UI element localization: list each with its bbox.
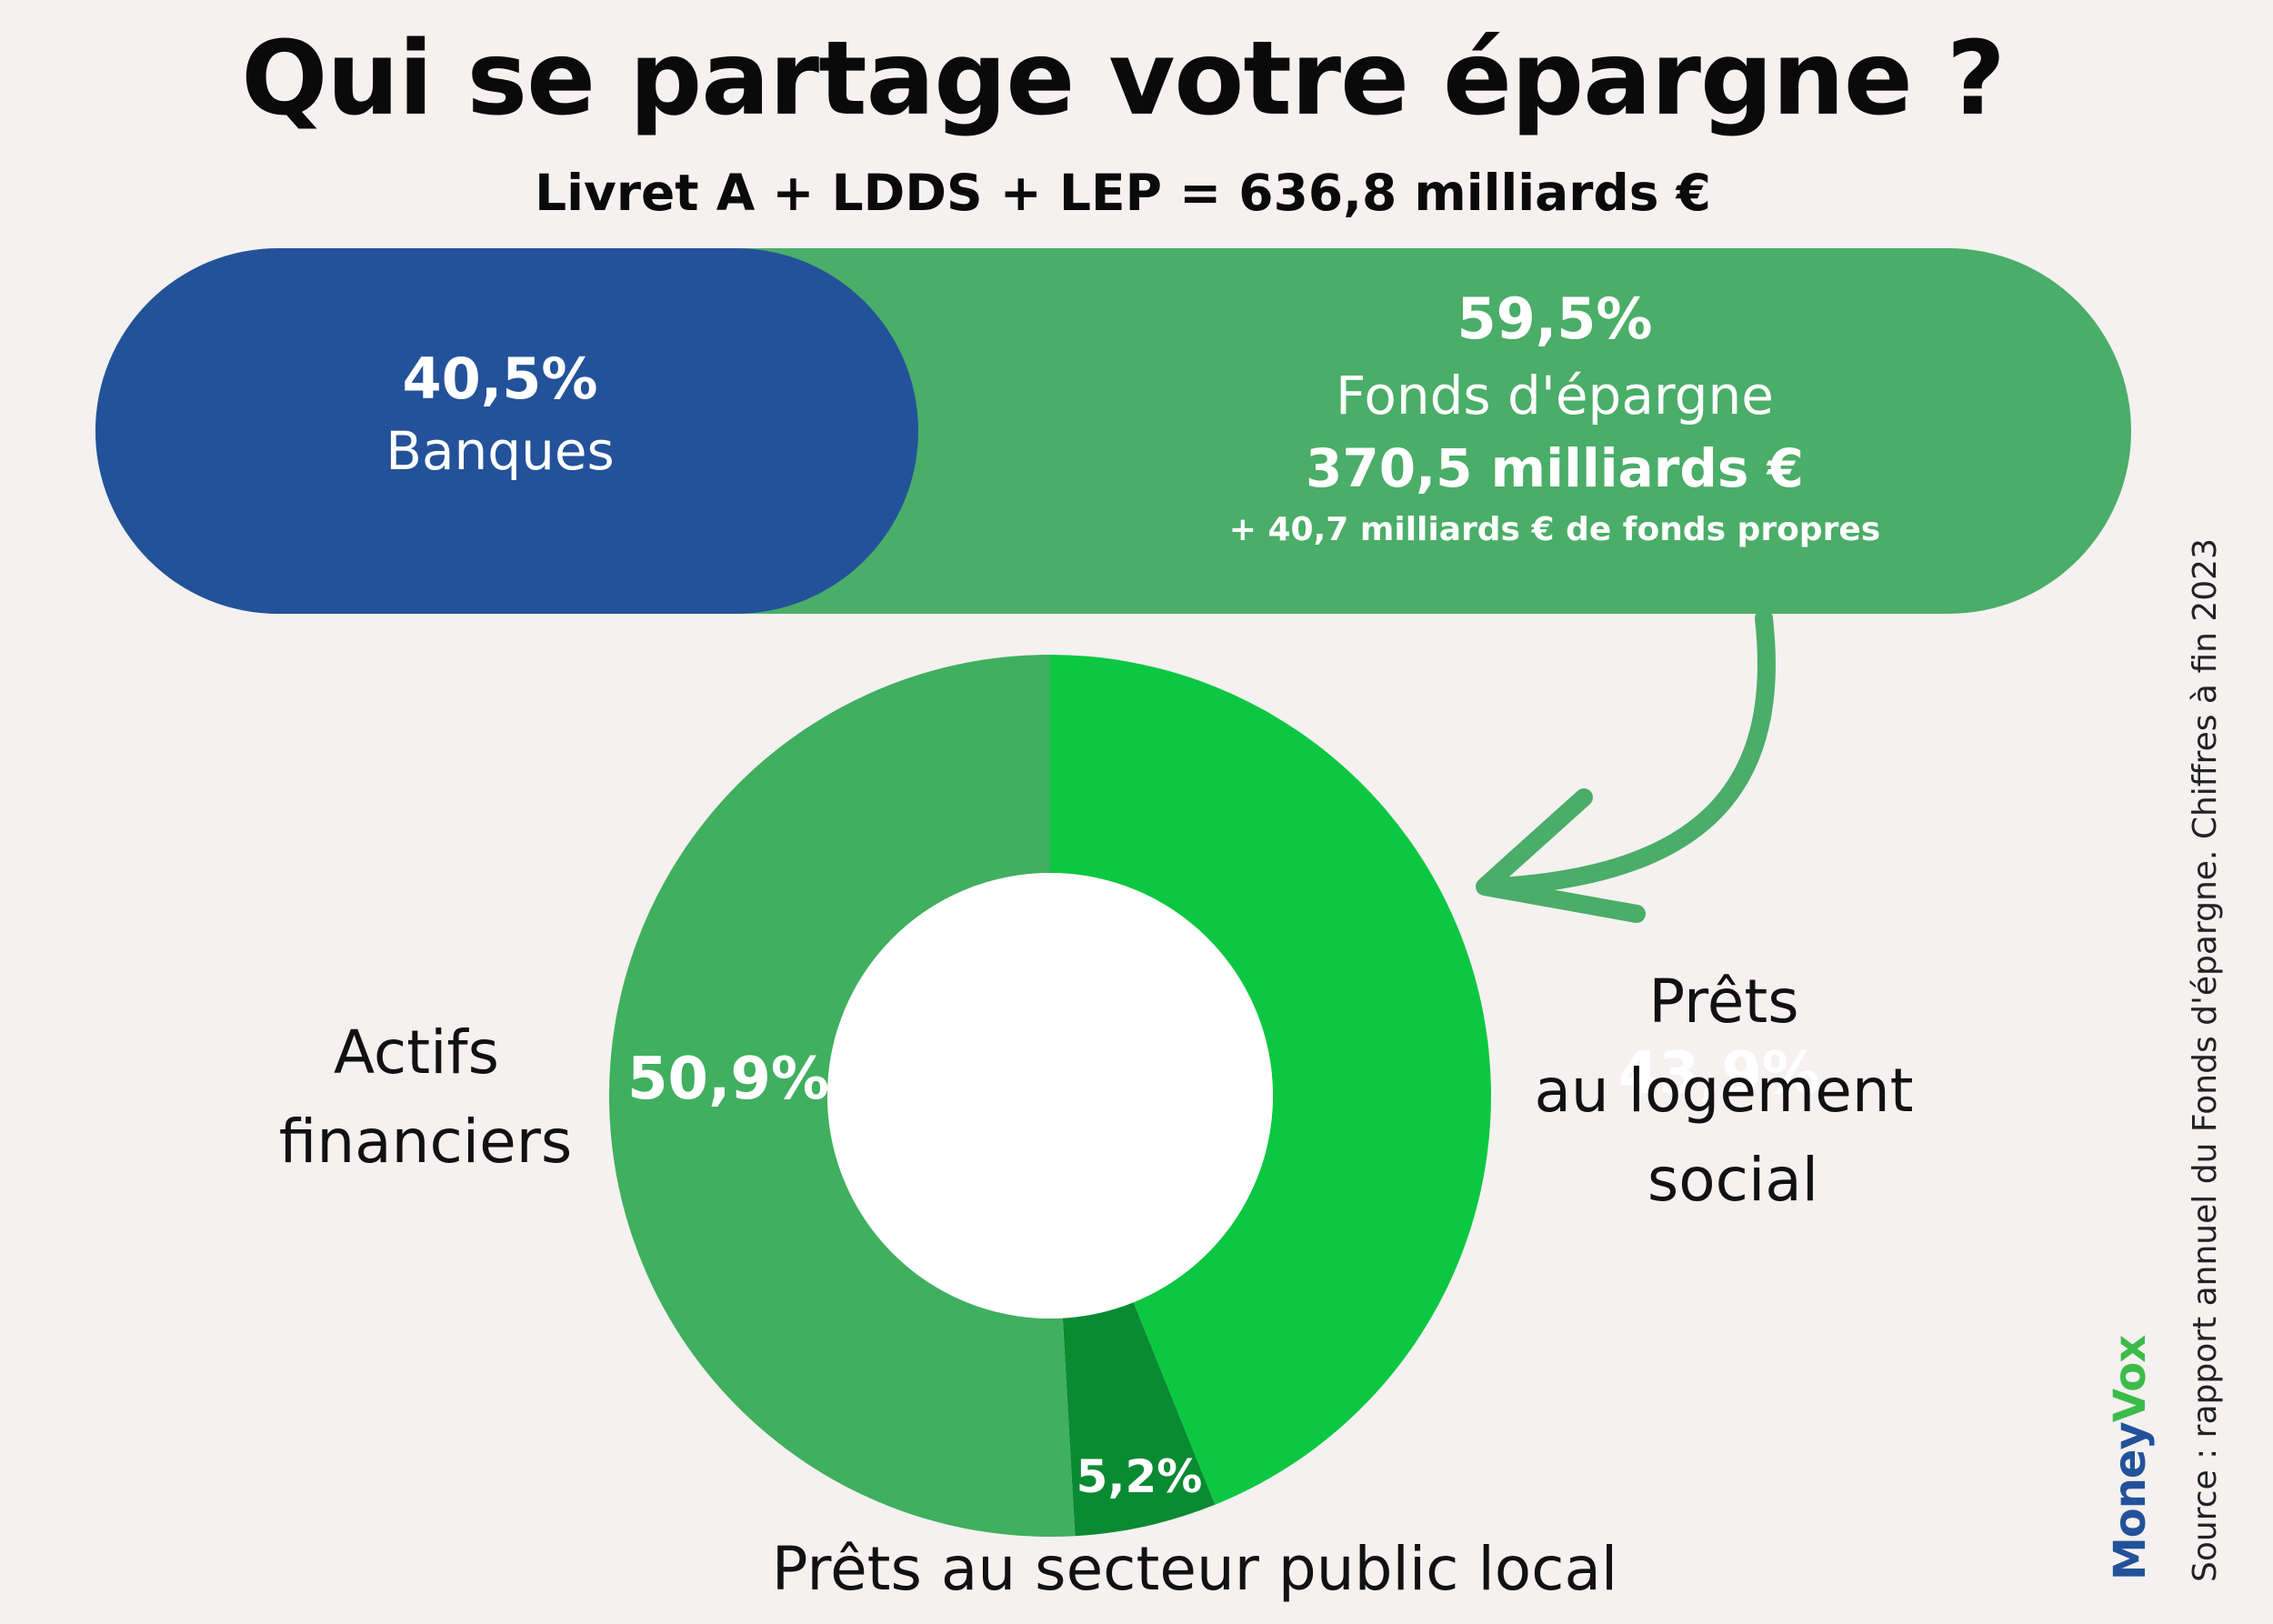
chart-subtitle: Livret A + LDDS + LEP = 636,8 milliards … xyxy=(535,164,1711,222)
banks-label: Banques xyxy=(386,420,615,483)
banks-percentage: 40,5% xyxy=(402,346,598,412)
slice-public xyxy=(1062,1302,1216,1537)
fonds-label-group: 59,5% Fonds d'épargne 370,5 milliards € … xyxy=(1100,280,2009,556)
banks-share-bar xyxy=(95,248,918,614)
value-label-logement: 43,9% xyxy=(1618,1040,1820,1108)
category-label-actifs-line1: Actifs xyxy=(334,1018,499,1088)
fonds-amount: 370,5 milliards € xyxy=(1306,436,1804,499)
fonds-own-funds: + 40,7 milliards € de fonds propres xyxy=(1228,511,1881,549)
chart-title: Qui se partage votre épargne ? xyxy=(241,20,2006,138)
fonds-label: Fonds d'épargne xyxy=(1336,364,1774,426)
fonds-percentage: 59,5% xyxy=(1457,286,1653,352)
category-label-logement-line1: Prêts xyxy=(1648,967,1798,1037)
category-label-actifs-line2: financiers xyxy=(279,1107,572,1177)
category-label-logement-line3: social xyxy=(1647,1145,1818,1215)
source-note: Source : rapport annuel du Fonds d'éparg… xyxy=(2187,538,2224,1582)
value-label-actifs: 50,9% xyxy=(627,1046,829,1113)
moneyvox-logo: MoneyVox xyxy=(2105,1335,2156,1580)
banks-label-group: 40,5% Banques xyxy=(95,346,905,489)
connector-arrow xyxy=(1491,609,1776,896)
category-label-logement-line2: au logement xyxy=(1534,1056,1913,1126)
slice-logement xyxy=(1050,655,1492,1505)
donut-hole xyxy=(827,873,1273,1318)
slice-actifs xyxy=(609,655,1076,1537)
value-label-public: 5,2% xyxy=(1076,1450,1203,1503)
connector-arrowhead xyxy=(1476,788,1646,923)
category-label-public: Prêts au secteur public local xyxy=(772,1534,1617,1604)
